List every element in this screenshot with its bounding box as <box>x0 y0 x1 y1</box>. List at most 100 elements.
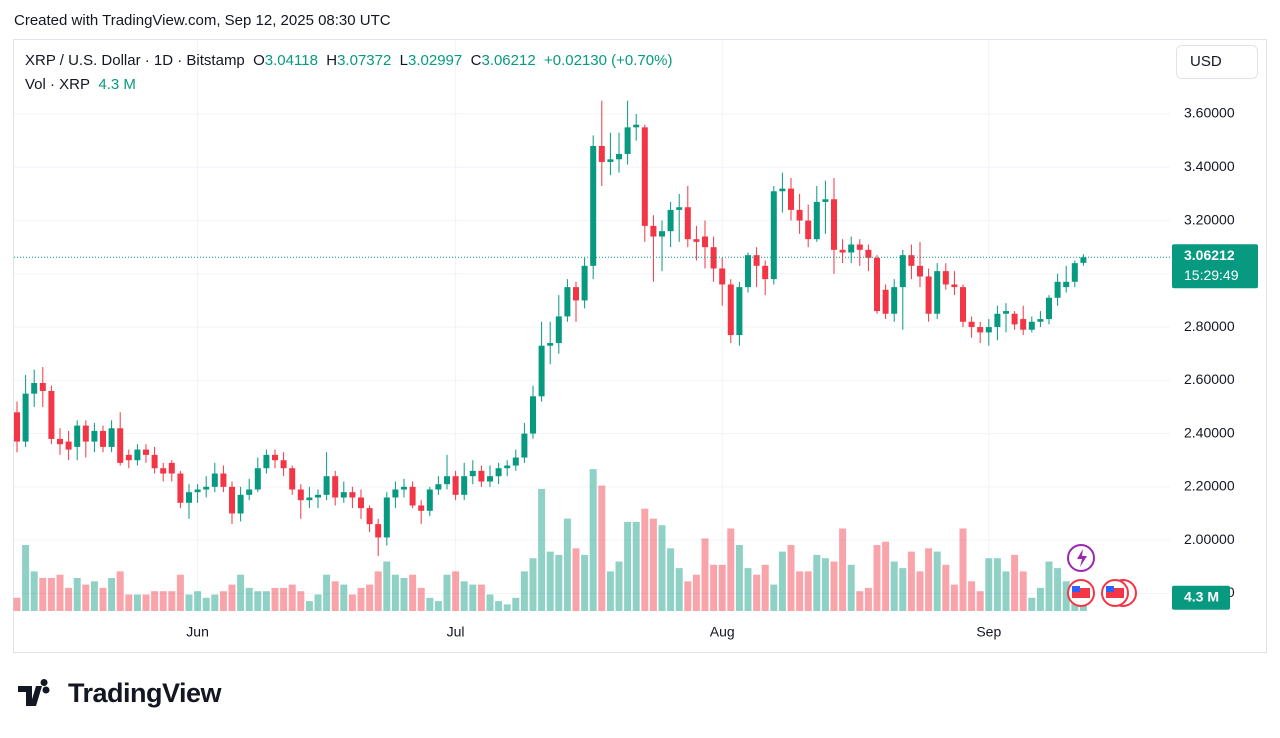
candle-body <box>710 247 717 269</box>
volume-bar <box>993 558 1001 611</box>
candle-body <box>229 486 235 514</box>
candle-body <box>684 207 691 240</box>
volume-bar <box>366 584 374 611</box>
volume-bar <box>47 578 55 611</box>
candle-body <box>530 396 536 434</box>
volume-bar <box>684 581 692 611</box>
volume-bar <box>159 591 167 611</box>
candle-body <box>796 209 803 221</box>
candle-body <box>366 508 373 525</box>
candle-body <box>108 428 115 447</box>
low-value: 3.02997 <box>408 52 463 69</box>
volume-bar <box>194 591 202 611</box>
volume-bar <box>615 561 623 611</box>
candle-body <box>332 476 339 498</box>
volume-bar <box>56 574 64 611</box>
candle-body <box>573 287 579 301</box>
candle-body <box>564 287 571 317</box>
candle-body <box>968 321 975 328</box>
volume-bar <box>641 508 649 611</box>
volume-bars <box>13 469 1087 611</box>
volume-bar <box>452 571 460 611</box>
y-tick-label: 2.80000 <box>1184 318 1235 334</box>
candle-body <box>246 489 253 495</box>
volume-bar <box>340 584 348 611</box>
volume-bar <box>907 551 915 611</box>
price-badge <box>1172 244 1258 289</box>
candle-body <box>693 239 700 242</box>
candle-body <box>31 382 38 394</box>
volume-bar <box>899 568 907 611</box>
candle-body <box>143 449 149 455</box>
candle-body <box>39 382 46 391</box>
volume-bar <box>667 548 675 611</box>
volume-bar <box>391 574 399 611</box>
candle-body <box>555 316 562 344</box>
volume-bar <box>718 564 726 611</box>
countdown: 15:29:49 <box>1184 267 1239 283</box>
candle-body <box>512 457 519 466</box>
ohlc-label: L <box>399 52 409 69</box>
candle-body <box>323 476 330 495</box>
candle-body <box>607 159 614 162</box>
volume-bar <box>572 548 580 611</box>
volume-bar <box>237 574 245 611</box>
candle-body <box>676 207 683 210</box>
close-value: 3.06212 <box>481 52 536 69</box>
volume-bar <box>254 591 262 611</box>
volume-bar <box>950 584 958 611</box>
candle-body <box>822 199 829 202</box>
volume-bar <box>116 571 124 611</box>
candle-body <box>770 191 777 280</box>
volume-bar <box>262 591 270 611</box>
currency-button[interactable]: USD <box>1176 45 1258 79</box>
candle-body <box>659 231 665 237</box>
volume-bar <box>942 564 950 611</box>
volume-bar <box>426 597 434 611</box>
volume-bar <box>658 525 666 611</box>
x-tick-label: Sep <box>976 624 1001 640</box>
attribution: Created with TradingView.com, Sep 12, 20… <box>14 12 391 29</box>
volume-bar <box>839 528 847 611</box>
volume-bar <box>649 518 657 611</box>
candle-body <box>211 473 218 487</box>
candle-body <box>753 255 760 266</box>
logo-icon <box>18 679 50 706</box>
volume-bar <box>383 561 391 611</box>
open-value: 3.04118 <box>264 52 318 69</box>
volume-bar <box>477 584 485 611</box>
volume-bar <box>546 551 554 611</box>
volume-bar <box>916 571 924 611</box>
volume-bar <box>821 558 829 611</box>
candle-body <box>186 492 192 503</box>
candle-body <box>960 287 966 322</box>
candle-body <box>358 497 364 509</box>
candle-body <box>469 470 476 477</box>
volume-bar <box>710 564 718 611</box>
candle-body <box>487 476 493 482</box>
volume-bar <box>606 571 614 611</box>
candle-body <box>100 430 106 447</box>
change-value: +0.02130 (+0.70%) <box>544 52 673 69</box>
candle-body <box>134 449 141 461</box>
candle-body <box>1071 263 1078 282</box>
volume-bar <box>460 581 468 611</box>
candle-body <box>1054 281 1061 298</box>
volume-bar <box>151 591 159 611</box>
candle-body <box>315 494 321 498</box>
candles <box>14 100 1170 557</box>
volume-bar <box>443 574 451 611</box>
volume-bar <box>30 571 38 611</box>
volume-bar <box>305 601 313 611</box>
candle-body <box>667 209 674 232</box>
candle-body <box>237 494 244 514</box>
volume-bar <box>133 594 141 611</box>
candle-body <box>813 201 820 240</box>
volume-bar <box>417 587 425 611</box>
candle-body <box>280 460 287 469</box>
volume-bar <box>73 578 81 611</box>
y-tick-label: 2.20000 <box>1184 478 1235 494</box>
volume-bar <box>409 574 417 611</box>
